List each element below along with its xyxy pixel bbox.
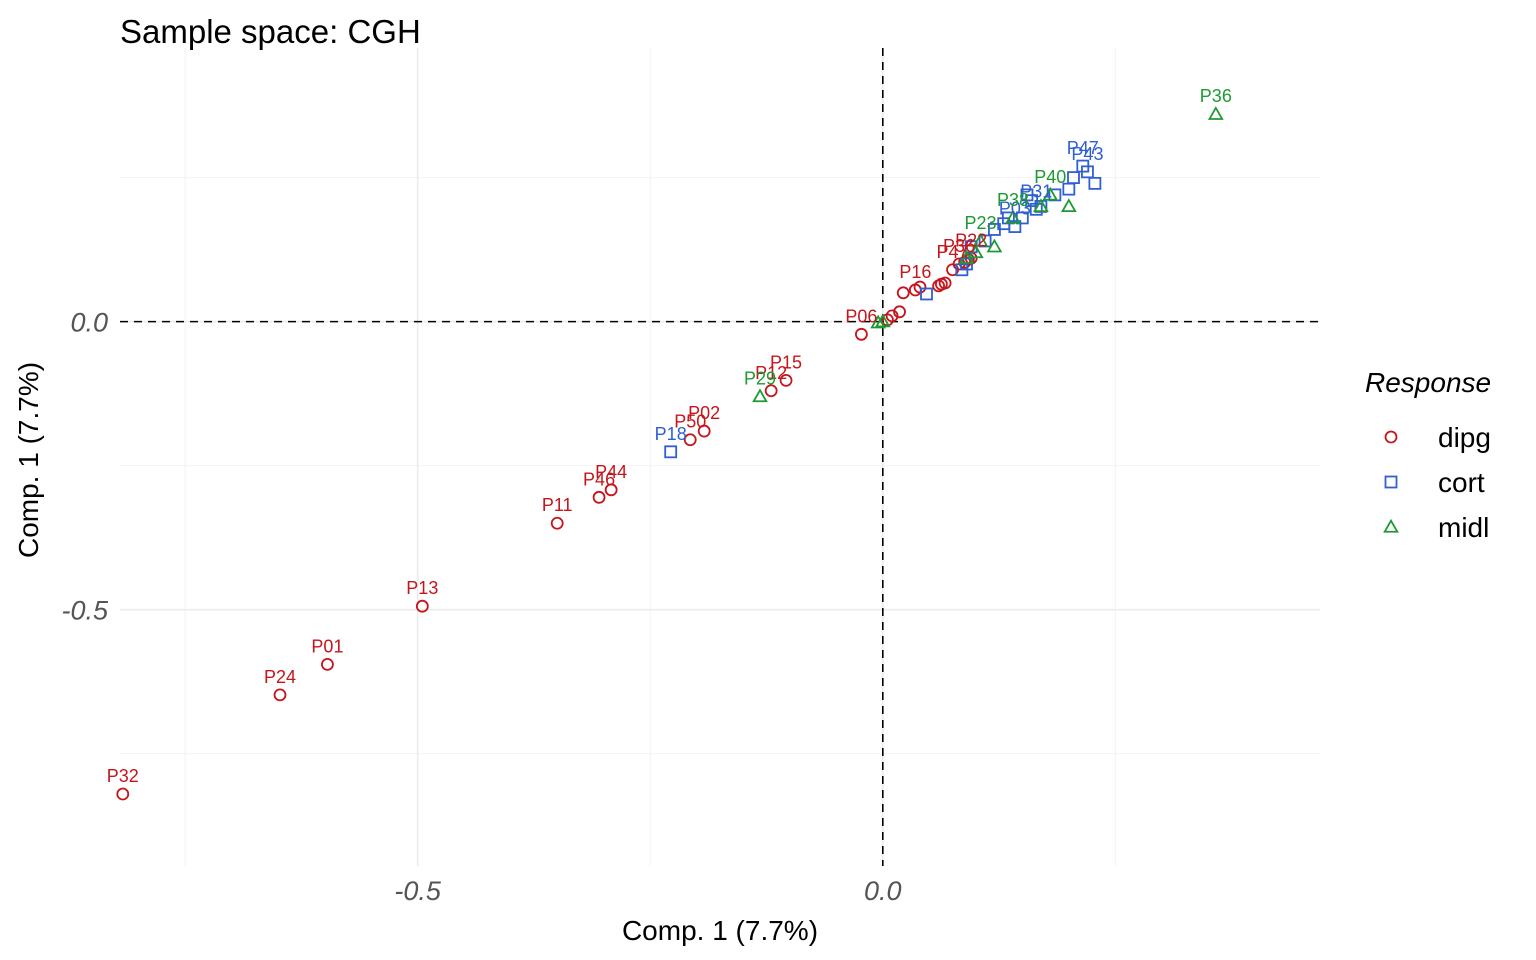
data-point-cort [920, 287, 933, 301]
legend-key-midl [1383, 518, 1399, 533]
data-point-midl [986, 238, 1003, 253]
data-point-dipg [854, 327, 868, 341]
legend: Response dipg cort midl [1365, 367, 1491, 543]
point-label-dipg: P22 [955, 230, 987, 250]
legend-key-cort [1384, 475, 1398, 489]
data-point-dipg [683, 433, 697, 447]
y-tick-label: -0.5 [61, 596, 109, 626]
data-point-dipg [779, 373, 793, 387]
data-point-midl [1033, 198, 1049, 213]
data-point-dipg [885, 309, 899, 323]
data-point-dipg [415, 599, 429, 613]
data-point-cort [1081, 165, 1094, 179]
data-point-dipg [938, 276, 952, 290]
point-label-midl: P23 [964, 213, 996, 233]
data-point-cort [1008, 220, 1022, 233]
x-axis-title: Comp. 1 (7.7%) [622, 915, 818, 946]
data-point-midl [1207, 106, 1224, 120]
legend-key-dipg [1384, 430, 1398, 444]
data-point-cort [960, 257, 973, 271]
point-label-dipg: P46 [583, 469, 615, 489]
data-point-dipg [896, 286, 910, 300]
data-point-dipg [913, 280, 927, 294]
y-tick-label: 0.0 [70, 308, 108, 338]
y-axis-ticks: -0.5 0.0 [61, 308, 109, 626]
point-label-midl: P38 [997, 190, 1029, 210]
data-point-midl [967, 244, 984, 259]
point-label-dipg: P15 [770, 352, 802, 372]
data-point-cort [1067, 171, 1080, 185]
data-point-dipg [697, 424, 711, 438]
data-point-midl [870, 314, 887, 329]
legend-label-midl: midl [1438, 512, 1489, 543]
point-label-midl: P29 [744, 369, 776, 389]
point-label-midl: P40 [1034, 167, 1066, 187]
point-label-cort: P18 [655, 424, 687, 444]
point-label-dipg: P06 [845, 306, 877, 326]
legend-label-cort: cort [1438, 467, 1485, 498]
point-label-midl: P36 [1200, 86, 1232, 106]
data-point-dipg [550, 516, 564, 530]
data-point-midl [1060, 198, 1077, 213]
data-point-midl [1042, 186, 1059, 201]
point-label-cort: P31 [1020, 181, 1052, 201]
data-point-dipg [764, 384, 778, 398]
point-label-dipg: P36 [943, 236, 975, 256]
legend-title: Response [1365, 367, 1491, 398]
legend-label-dipg: dipg [1438, 422, 1491, 453]
point-label-cort: P43 [1071, 144, 1103, 164]
data-point-midl [752, 388, 768, 403]
x-axis-ticks: -0.5 0.0 [394, 876, 901, 906]
point-label-dipg: P50 [674, 412, 706, 432]
point-label-cort: P03 [999, 199, 1031, 219]
data-point-dipg [273, 688, 287, 702]
data-point-dipg [321, 657, 334, 671]
point-label-dipg: P32 [107, 766, 139, 786]
data-point-dipg [592, 490, 606, 504]
point-label-dipg: P02 [688, 403, 720, 423]
data-points [116, 106, 1224, 801]
data-point-cort [664, 445, 678, 459]
x-tick-label: -0.5 [394, 876, 442, 906]
data-point-dipg [116, 787, 130, 801]
point-label-dipg: P13 [406, 578, 438, 598]
data-point-midl [874, 313, 891, 328]
y-axis-title: Comp. 1 (7.7%) [13, 362, 44, 558]
data-point-dipg [893, 305, 906, 319]
point-label-dipg: P16 [899, 262, 931, 282]
data-point-dipg [604, 483, 618, 497]
x-tick-label: 0.0 [864, 876, 902, 906]
point-label-dipg: P01 [311, 636, 343, 656]
point-label-dipg: P12 [755, 363, 787, 383]
reference-lines [120, 48, 1320, 866]
point-label-dipg: P24 [264, 667, 296, 687]
point-label-dipg: P47 [937, 242, 969, 262]
point-label-cort: P47 [1067, 138, 1099, 158]
point-label-dipg: P44 [595, 462, 627, 482]
chart-title: Sample space: CGH [120, 13, 421, 50]
data-point-cort [1088, 176, 1102, 190]
data-point-midl [972, 232, 989, 247]
grid [120, 48, 1320, 866]
data-point-midl [1005, 209, 1021, 224]
point-label-dipg: P11 [542, 495, 573, 515]
